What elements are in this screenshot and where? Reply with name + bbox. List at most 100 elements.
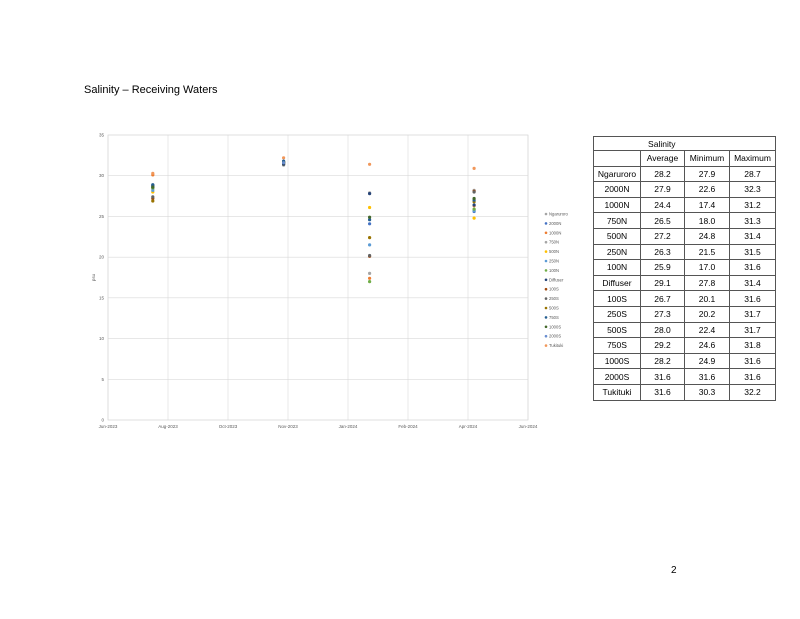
page-number: 2 (671, 565, 677, 576)
site-name-cell: 1000S (593, 352, 641, 370)
table-header-cell (593, 150, 641, 167)
value-cell: 17.0 (684, 259, 730, 276)
legend-marker (544, 212, 548, 216)
x-tick-label: Jun-2024 (519, 424, 538, 429)
legend-marker (544, 325, 548, 329)
value-cell: 31.6 (640, 368, 685, 385)
value-cell: 31.7 (729, 305, 776, 323)
value-cell: 28.0 (640, 321, 685, 339)
y-tick-label: 0 (101, 418, 104, 423)
legend-label: 2000N (549, 221, 561, 226)
legend-marker (544, 269, 548, 272)
value-cell: 31.2 (729, 196, 776, 214)
data-point (282, 156, 286, 160)
table-row: 250S 27.3 20.2 31.7 (593, 305, 776, 323)
x-tick-label: Nov-2023 (278, 424, 298, 429)
data-point (151, 188, 155, 192)
legend-label: 100S (549, 287, 559, 292)
legend-label: 100N (549, 268, 559, 273)
value-cell: 26.5 (640, 212, 685, 229)
table-row: 2000N 27.9 22.6 32.3 (593, 181, 776, 198)
legend-label: 750N (549, 240, 559, 245)
data-point (472, 190, 476, 194)
data-point (368, 218, 372, 222)
value-cell: 24.4 (640, 196, 685, 214)
value-cell: 27.8 (684, 274, 730, 292)
legend-label: 1000S (549, 324, 561, 329)
value-cell: 24.8 (684, 227, 730, 245)
value-cell: 31.6 (640, 383, 685, 401)
legend-marker (544, 297, 548, 300)
value-cell: 31.7 (729, 321, 776, 339)
table-row: 750N 26.5 18.0 31.3 (593, 212, 776, 229)
value-cell: 18.0 (684, 212, 730, 229)
y-tick-label: 35 (99, 133, 105, 138)
legend-marker (544, 287, 548, 291)
value-cell: 24.9 (684, 352, 730, 370)
site-name-cell: Tukituki (593, 383, 641, 401)
data-point (368, 280, 372, 284)
data-point (151, 199, 155, 203)
table-header-cell: Maximum (729, 150, 776, 167)
salinity-chart: 0 5 10 15 20 25 30 35 Jun-2023 Aug-2023 Oct-2023 No… (86, 128, 586, 438)
legend-label: 2000S (549, 334, 561, 339)
table-row: 500N 27.2 24.8 31.4 (593, 227, 776, 245)
data-point (368, 222, 372, 226)
value-cell: 21.5 (684, 243, 730, 261)
x-tick-label: Feb-2024 (398, 424, 418, 429)
table-caption: Salinity (593, 136, 730, 151)
data-point (472, 166, 476, 170)
data-point (151, 183, 155, 187)
legend-marker (544, 259, 548, 263)
legend-marker (544, 222, 548, 225)
value-cell: 31.4 (729, 274, 776, 292)
value-cell: 31.6 (729, 290, 776, 307)
legend-label: 500S (549, 306, 559, 311)
table-header-row: Average Minimum Maximum (593, 150, 776, 167)
site-name-cell: 2000N (593, 181, 641, 198)
value-cell: 27.3 (640, 305, 685, 323)
table-row: 1000S 28.2 24.9 31.6 (593, 352, 776, 370)
site-name-cell: 250N (593, 243, 641, 261)
site-name-cell: 2000S (593, 368, 641, 385)
site-name-cell: 750S (593, 337, 641, 354)
table-row: 1000N 24.4 17.4 31.2 (593, 196, 776, 214)
x-tick-label: Oct-2023 (219, 424, 238, 429)
value-cell: 31.6 (684, 368, 730, 385)
y-tick-label: 15 (99, 295, 105, 300)
value-cell: 28.7 (729, 165, 776, 183)
value-cell: 31.6 (729, 368, 776, 385)
value-cell: 31.6 (729, 352, 776, 370)
data-point (151, 171, 155, 175)
y-tick-label: 25 (99, 214, 105, 219)
legend-marker (544, 344, 548, 347)
x-tick-label: Jan-2024 (339, 424, 358, 429)
value-cell: 20.1 (684, 290, 730, 307)
value-cell: 22.6 (684, 181, 730, 198)
y-tick-label: 5 (101, 377, 104, 382)
table-header-cell: Minimum (684, 150, 730, 167)
value-cell: 26.7 (640, 290, 685, 307)
value-cell: 24.6 (684, 337, 730, 354)
value-cell: 31.4 (729, 227, 776, 245)
site-name-cell: 1000N (593, 196, 641, 214)
table-row: 500S 28.0 22.4 31.7 (593, 321, 776, 339)
y-axis-label: psu (91, 273, 96, 281)
table-row: Ngaruroro 28.2 27.9 28.7 (593, 165, 776, 183)
data-point (151, 185, 155, 189)
data-point (368, 215, 372, 219)
site-name-cell: 500N (593, 227, 641, 245)
legend-label: 750S (549, 315, 559, 320)
value-cell: 32.3 (729, 181, 776, 198)
value-cell: 29.2 (640, 337, 685, 354)
value-cell: 17.4 (684, 196, 730, 214)
table-row: 2000S 31.6 31.6 31.6 (593, 368, 776, 385)
site-name-cell: 500S (593, 321, 641, 339)
y-tick-label: 20 (99, 255, 105, 260)
legend-label: Ngaruroro (549, 212, 569, 217)
data-point (282, 161, 286, 165)
salinity-scatter-plot: 0 5 10 15 20 25 30 35 Jun-2023 Aug-2023 Oct-2023 No… (91, 133, 569, 430)
table-row: Tukituki 31.6 30.3 32.2 (593, 383, 776, 401)
value-cell: 22.4 (684, 321, 730, 339)
y-tick-label: 10 (99, 336, 105, 341)
